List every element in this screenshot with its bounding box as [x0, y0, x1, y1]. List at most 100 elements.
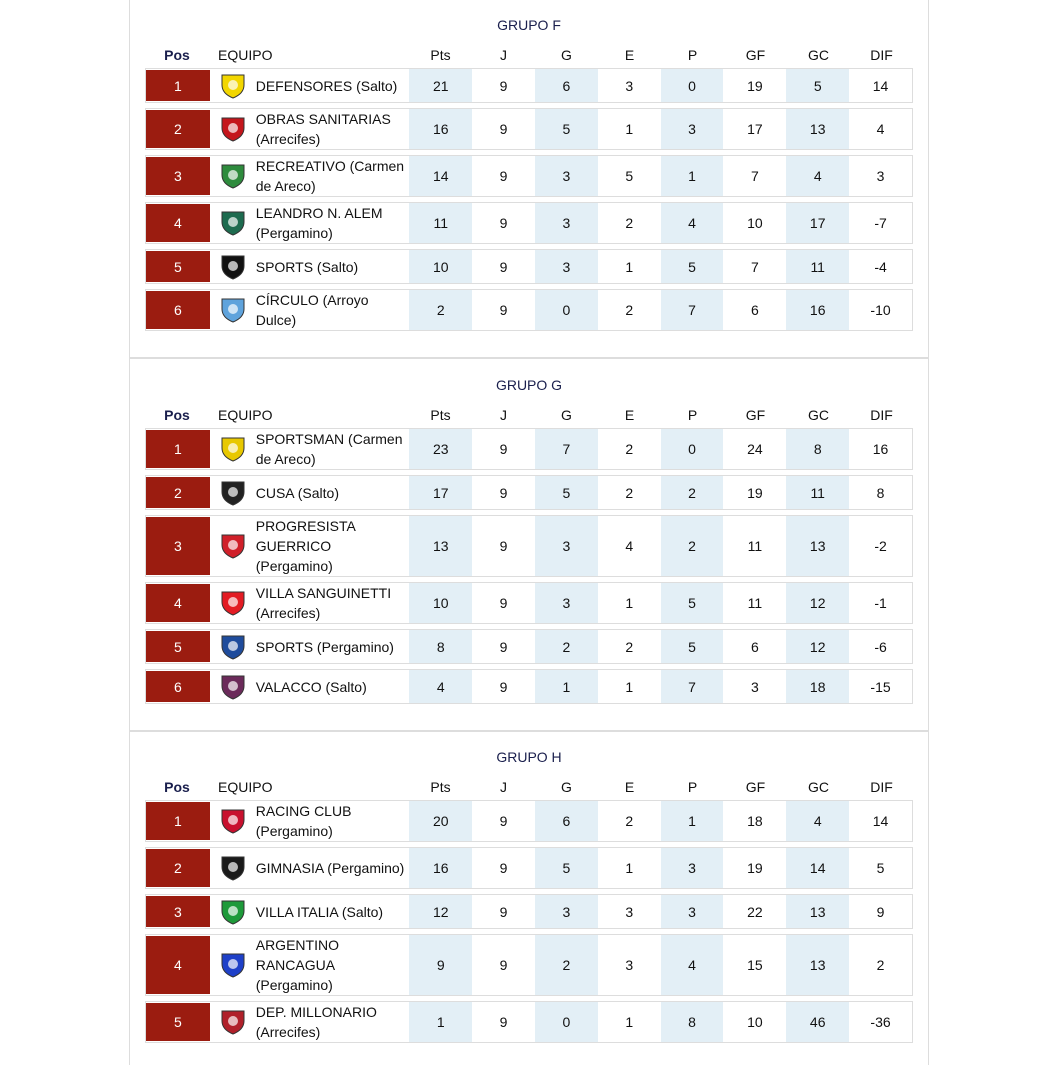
stat-drawn: 2	[625, 302, 634, 318]
table-header: Pos EQUIPO Pts J G E P GF GC DIF	[145, 41, 913, 68]
stat-drawn: 1	[625, 678, 634, 695]
stat-lost: 5	[660, 583, 724, 623]
stat-lost: 3	[660, 848, 724, 888]
stat-lost: 3	[660, 109, 724, 149]
stat-goals-for: 19	[747, 77, 763, 94]
team-name[interactable]: RECREATIVO (Carmen de Areco)	[255, 158, 405, 194]
team-name[interactable]: LEANDRO N. ALEM (Pergamino)	[255, 205, 383, 241]
team-name[interactable]: CUSA (Salto)	[255, 484, 339, 501]
stat-drawn: 5	[625, 168, 634, 184]
team-name[interactable]: PROGRESISTA GUERRICO (Pergamino)	[255, 518, 356, 574]
position: 5	[146, 631, 210, 662]
position: 6	[146, 671, 210, 702]
stat-goals-for: 6	[750, 302, 759, 318]
stat-drawn: 1	[625, 258, 634, 275]
team-name[interactable]: DEFENSORES (Salto)	[255, 77, 398, 94]
team-name[interactable]: RACING CLUB (Pergamino)	[255, 803, 352, 839]
stat-played: 9	[499, 121, 508, 137]
stat-goals-for: 17	[747, 121, 763, 137]
team-name[interactable]: SPORTS (Salto)	[255, 258, 359, 275]
stat-goals-against: 46	[786, 1002, 850, 1042]
table-row: 2 CUSA (Salto) 17 9 5 2 2 19 11 8	[145, 475, 913, 510]
header-goals-against: GC	[808, 46, 829, 63]
team-name[interactable]: OBRAS SANITARIAS (Arrecifes)	[255, 111, 391, 147]
stat-played: 9	[499, 484, 508, 501]
stat-drawn: 4	[625, 538, 634, 554]
stat-goal-diff: -36	[870, 1014, 891, 1030]
team-name[interactable]: SPORTS (Pergamino)	[255, 638, 394, 655]
stat-lost: 7	[660, 290, 724, 330]
stat-pts: 1	[409, 1002, 473, 1042]
table-row: 1 RACING CLUB (Pergamino) 20 9 6 2 1 18 4 14	[145, 800, 913, 842]
team-crest-icon	[210, 290, 256, 330]
position: 4	[146, 204, 210, 242]
stat-drawn: 1	[625, 595, 634, 611]
stat-lost: 4	[660, 935, 724, 995]
header-lost: P	[687, 406, 698, 423]
position: 6	[146, 291, 210, 329]
stat-goals-for: 7	[750, 168, 759, 184]
header-won: G	[561, 406, 572, 423]
stat-goals-for: 3	[750, 678, 759, 695]
group-section: GRUPO H Pos EQUIPO Pts J G E P GF GC DIF 1 RACIN…	[130, 732, 928, 1069]
header-goals-for: GF	[745, 46, 766, 63]
stat-goal-diff: 16	[872, 441, 889, 457]
position: 2	[146, 110, 210, 148]
table-row: 4 LEANDRO N. ALEM (Pergamino) 11 9 3 2 4 10 17 -…	[145, 202, 913, 244]
team-name[interactable]: CÍRCULO (Arroyo Dulce)	[255, 292, 369, 328]
table-row: 6 VALACCO (Salto) 4 9 1 1 7 3 18 -15	[145, 669, 913, 704]
stat-pts: 23	[409, 429, 473, 469]
stat-goals-against: 11	[786, 476, 850, 509]
position: 3	[146, 157, 210, 195]
stat-pts: 17	[409, 476, 473, 509]
stat-lost: 8	[660, 1002, 724, 1042]
stat-goals-against: 11	[786, 250, 850, 283]
stat-pts: 4	[409, 670, 473, 703]
stat-lost: 0	[660, 69, 724, 102]
stat-pts: 16	[409, 848, 473, 888]
header-team: EQUIPO	[218, 46, 273, 63]
stat-pts: 9	[409, 935, 473, 995]
stat-goals-for: 22	[747, 903, 763, 920]
group-section: GRUPO G Pos EQUIPO Pts J G E P GF GC DIF 1 SPORT…	[130, 359, 928, 732]
team-name[interactable]: DEP. MILLONARIO (Arrecifes)	[255, 1004, 377, 1040]
standings-container: GRUPO F Pos EQUIPO Pts J G E P GF GC DIF 1 DEFEN…	[129, 0, 929, 1065]
stat-lost: 2	[660, 516, 724, 576]
team-crest-icon	[210, 109, 256, 149]
team-name[interactable]: VALACCO (Salto)	[255, 678, 367, 695]
team-name[interactable]: VILLA ITALIA (Salto)	[255, 903, 384, 920]
stat-goals-against: 16	[786, 290, 850, 330]
stat-goals-for: 11	[747, 595, 763, 611]
stat-goal-diff: 4	[876, 121, 885, 137]
team-name[interactable]: ARGENTINO RANCAGUA (Pergamino)	[255, 937, 339, 993]
stat-goal-diff: -2	[874, 538, 887, 554]
header-goals-against: GC	[808, 778, 829, 795]
position: 5	[146, 1003, 210, 1041]
stat-won: 6	[534, 69, 598, 102]
table-row: 3 RECREATIVO (Carmen de Areco) 14 9 3 5 1 7 4 3	[145, 155, 913, 197]
position: 3	[146, 896, 210, 927]
team-crest-icon	[210, 583, 256, 623]
header-played: J	[500, 406, 507, 423]
stat-played: 9	[499, 860, 508, 876]
team-crest-icon	[210, 670, 256, 703]
team-name[interactable]: GIMNASIA (Pergamino)	[255, 860, 405, 876]
stat-won: 1	[534, 670, 598, 703]
table-row: 1 SPORTSMAN (Carmen de Areco) 23 9 7 2 0 24 8 16	[145, 428, 913, 470]
header-won: G	[561, 778, 572, 795]
position: 1	[146, 70, 210, 101]
position: 3	[146, 517, 210, 575]
position: 1	[146, 802, 210, 840]
table-row: 3 PROGRESISTA GUERRICO (Pergamino) 13 9 3 4 2…	[145, 515, 913, 577]
stat-drawn: 1	[625, 121, 634, 137]
team-name[interactable]: SPORTSMAN (Carmen de Areco)	[255, 431, 403, 467]
stat-goal-diff: -4	[874, 258, 887, 275]
stat-goals-against: 5	[786, 69, 850, 102]
stat-drawn: 2	[625, 441, 634, 457]
stat-goal-diff: 14	[872, 813, 889, 829]
team-crest-icon	[210, 1002, 256, 1042]
team-name[interactable]: VILLA SANGUINETTI (Arrecifes)	[255, 585, 392, 621]
stat-drawn: 2	[625, 813, 634, 829]
header-pos: Pos	[164, 778, 190, 795]
stat-goal-diff: -15	[870, 678, 891, 695]
